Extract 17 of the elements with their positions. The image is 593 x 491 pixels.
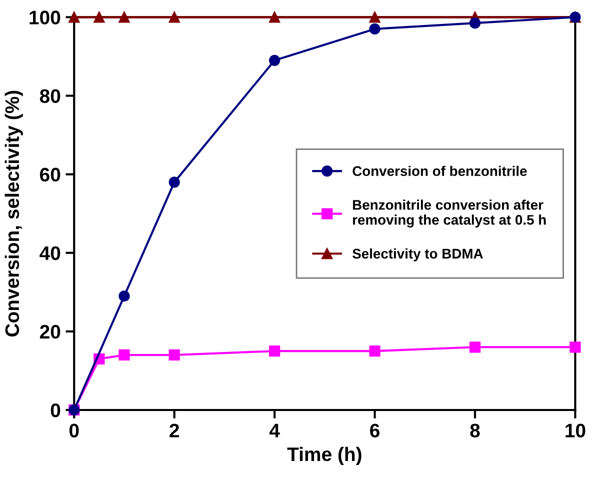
- x-tick-label: 10: [566, 424, 586, 438]
- y-tick-label: 0: [50, 403, 60, 418]
- legend-label: Selectivity to BDMA: [352, 248, 483, 262]
- x-tick-label: 8: [470, 424, 480, 438]
- y-tick-label: 80: [40, 89, 60, 103]
- x-tick-label: 6: [370, 424, 380, 438]
- y-axis-title: Conversion, selectivity (%): [4, 90, 23, 337]
- legend-label: Conversion of benzonitrile: [352, 166, 527, 176]
- y-tick-label: 100: [30, 10, 60, 24]
- x-axis-title: Time (h): [287, 446, 362, 465]
- x-tick-label: 2: [170, 424, 179, 438]
- legend-label: Benzonitrile conversion after removing the catalyst at 0.5 h: [353, 200, 546, 228]
- y-tick-label: 20: [40, 324, 60, 339]
- x-tick-label: 0: [69, 424, 79, 438]
- y-tick-label: 60: [40, 168, 60, 182]
- x-tick-label: 4: [269, 424, 280, 438]
- y-tick-label: 40: [40, 246, 60, 260]
